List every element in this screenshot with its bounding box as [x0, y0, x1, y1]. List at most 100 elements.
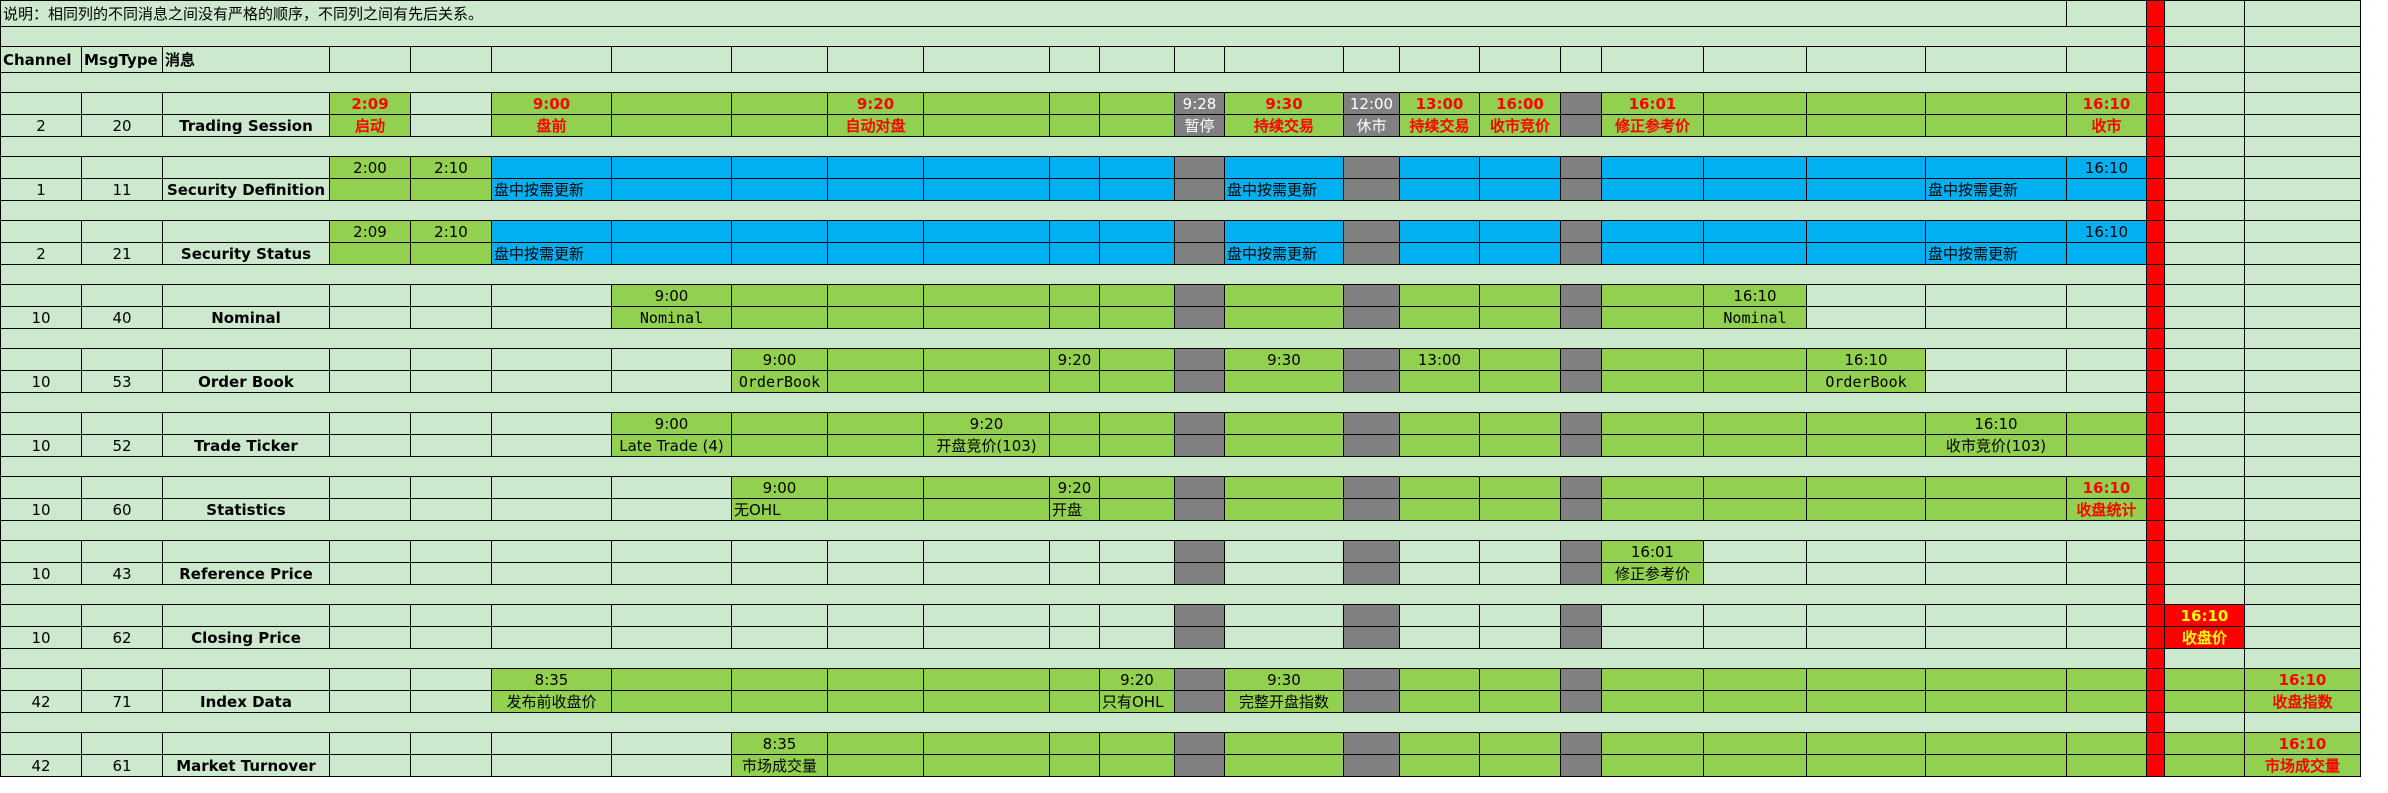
cell[interactable]	[1925, 540, 2067, 563]
cell[interactable]	[1806, 114, 1926, 137]
cell[interactable]	[1399, 306, 1480, 329]
cell[interactable]	[2244, 220, 2361, 243]
cell[interactable]	[1601, 284, 1704, 307]
cell[interactable]	[410, 476, 492, 499]
cell[interactable]	[2066, 370, 2147, 393]
cell[interactable]	[0, 348, 82, 371]
row-channel[interactable]: 2	[0, 114, 82, 137]
cell[interactable]	[923, 562, 1050, 585]
cell[interactable]	[1399, 626, 1480, 649]
cell[interactable]	[1601, 370, 1704, 393]
cell[interactable]	[1399, 562, 1480, 585]
cell[interactable]	[2164, 412, 2245, 435]
cell[interactable]	[1560, 178, 1602, 201]
id-time-2[interactable]: 9:20	[1099, 668, 1175, 691]
cell[interactable]	[1343, 476, 1400, 499]
cell[interactable]	[0, 328, 2147, 349]
cell[interactable]	[1049, 306, 1100, 329]
row-msgtype[interactable]: 61	[81, 754, 163, 777]
cell[interactable]	[2164, 520, 2245, 541]
cell[interactable]	[1806, 562, 1926, 585]
cp-label-1[interactable]: 收盘价	[2164, 626, 2245, 649]
cell[interactable]	[2146, 156, 2165, 179]
cell[interactable]	[2066, 284, 2147, 307]
cell[interactable]	[2066, 348, 2147, 371]
cell[interactable]	[731, 92, 828, 115]
cell[interactable]	[81, 540, 163, 563]
row-msgtype[interactable]: 53	[81, 370, 163, 393]
cell[interactable]	[2146, 712, 2165, 733]
mt-time-1[interactable]: 8:35	[731, 732, 828, 755]
ss-time-2[interactable]: 2:10	[410, 220, 492, 243]
cell[interactable]	[410, 604, 492, 627]
cell[interactable]	[1224, 370, 1344, 393]
cell[interactable]	[1049, 434, 1100, 457]
id-label-4[interactable]: 收盘指数	[2244, 690, 2361, 713]
cell[interactable]	[329, 46, 411, 73]
ts-startup-time[interactable]: 2:09	[329, 92, 411, 115]
cell[interactable]	[1099, 284, 1175, 307]
cell[interactable]	[827, 348, 924, 371]
cell[interactable]	[81, 156, 163, 179]
id-label-3[interactable]: 完整开盘指数	[1224, 690, 1344, 713]
cell[interactable]	[923, 626, 1050, 649]
cell[interactable]	[1479, 668, 1561, 691]
cell[interactable]	[2244, 242, 2361, 265]
cell[interactable]	[410, 732, 492, 755]
row-channel[interactable]: 10	[0, 562, 82, 585]
cell[interactable]	[162, 156, 330, 179]
ss-update-1[interactable]: 盘中按需更新	[491, 242, 612, 265]
cell[interactable]	[162, 284, 330, 307]
cell[interactable]	[827, 498, 924, 521]
cell[interactable]	[491, 754, 612, 777]
cell[interactable]	[1560, 114, 1602, 137]
cell[interactable]	[1560, 306, 1602, 329]
cell[interactable]	[1925, 754, 2067, 777]
cell[interactable]	[2066, 540, 2147, 563]
row-channel[interactable]: 10	[0, 434, 82, 457]
cell[interactable]	[329, 668, 411, 691]
cell[interactable]	[1049, 626, 1100, 649]
cell[interactable]	[1099, 412, 1175, 435]
cell[interactable]	[329, 626, 411, 649]
cell[interactable]	[1049, 220, 1100, 243]
cell[interactable]	[2164, 200, 2245, 221]
cell[interactable]	[2146, 456, 2165, 477]
id-time-1[interactable]: 8:35	[491, 668, 612, 691]
cell[interactable]	[1343, 754, 1400, 777]
cell[interactable]	[1601, 242, 1704, 265]
cell[interactable]	[410, 412, 492, 435]
cell[interactable]	[2244, 0, 2361, 27]
cell[interactable]	[1925, 604, 2067, 627]
sd-time-2[interactable]: 2:10	[410, 156, 492, 179]
cell[interactable]	[731, 604, 828, 627]
cell[interactable]	[329, 690, 411, 713]
cell[interactable]	[1224, 46, 1344, 73]
cell[interactable]	[1479, 412, 1561, 435]
st-time-2[interactable]: 9:20	[1049, 476, 1100, 499]
row-message-name[interactable]: Order Book	[162, 370, 330, 393]
nominal-time-2[interactable]: 16:10	[1703, 284, 1807, 307]
cell[interactable]	[611, 92, 732, 115]
header-message[interactable]: 消息	[162, 46, 330, 73]
cell[interactable]	[1174, 348, 1225, 371]
cell[interactable]	[410, 348, 492, 371]
cell[interactable]	[923, 498, 1050, 521]
cell[interactable]	[731, 412, 828, 435]
cell[interactable]	[81, 732, 163, 755]
cell[interactable]	[491, 604, 612, 627]
cell[interactable]	[2146, 392, 2165, 413]
cell[interactable]	[2244, 456, 2361, 477]
cell[interactable]	[1343, 434, 1400, 457]
cell[interactable]	[81, 412, 163, 435]
cell[interactable]	[611, 754, 732, 777]
cell[interactable]	[2164, 648, 2245, 669]
cell[interactable]	[2146, 668, 2165, 691]
cell[interactable]	[923, 242, 1050, 265]
header-channel[interactable]: Channel	[0, 46, 82, 73]
row-message-name[interactable]: Market Turnover	[162, 754, 330, 777]
cell[interactable]	[2244, 584, 2361, 605]
cell[interactable]	[731, 220, 828, 243]
cell[interactable]	[731, 626, 828, 649]
cell[interactable]	[1806, 604, 1926, 627]
